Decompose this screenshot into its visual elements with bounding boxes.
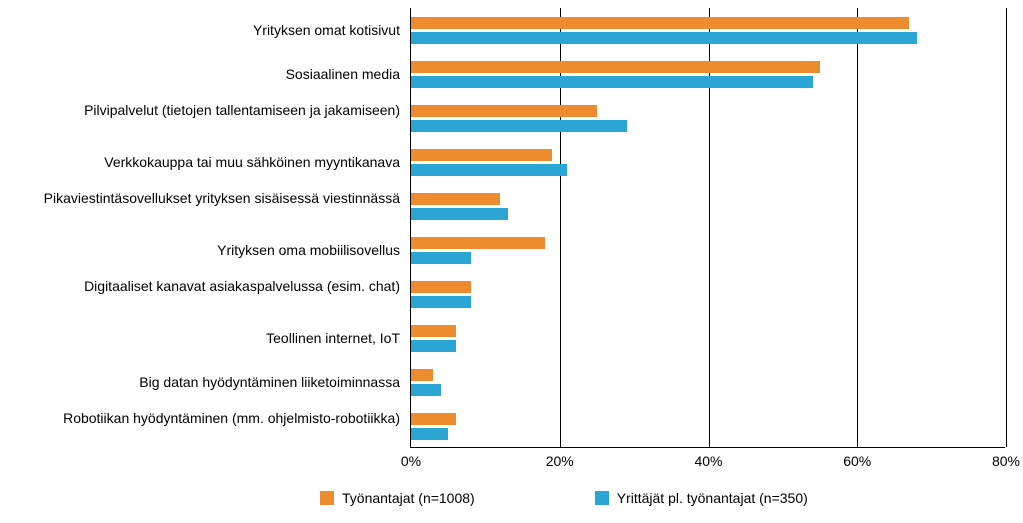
category-label: Teollinen internet, IoT: [0, 330, 400, 346]
category-label: Digitaaliset kanavat asiakaspalvelussa (…: [0, 278, 400, 294]
chart-container: 0%20%40%60%80% Yrityksen omat kotisivutS…: [0, 0, 1023, 523]
bar-series-a: [411, 17, 909, 29]
bar-series-a: [411, 105, 597, 117]
category-label: Big datan hyödyntäminen liiketoiminnassa: [0, 374, 400, 390]
gridline: [560, 8, 561, 447]
legend-label: Yrittäjät pl. työnantajat (n=350): [617, 490, 808, 506]
category-label: Yrityksen omat kotisivut: [0, 22, 400, 38]
bar-series-b: [411, 164, 567, 176]
bar-series-b: [411, 120, 627, 132]
bar-series-b: [411, 252, 471, 264]
category-label: Robotiikan hyödyntäminen (mm. ohjelmisto…: [0, 410, 400, 426]
bar-series-a: [411, 325, 456, 337]
bar-series-b: [411, 32, 917, 44]
gridline: [1006, 8, 1007, 447]
category-label: Yrityksen oma mobiilisovellus: [0, 242, 400, 258]
bar-series-b: [411, 384, 441, 396]
legend-swatch: [595, 491, 609, 505]
x-tick-label: 60%: [843, 447, 871, 469]
bar-series-a: [411, 193, 500, 205]
category-label: Verkkokauppa tai muu sähköinen myyntikan…: [0, 154, 400, 170]
bar-series-b: [411, 428, 448, 440]
x-tick-label: 40%: [694, 447, 722, 469]
bar-series-a: [411, 281, 471, 293]
category-label: Pilvipalvelut (tietojen tallentamiseen j…: [0, 102, 400, 118]
category-label: Pikaviestintäsovellukset yrityksen sisäi…: [0, 190, 400, 206]
bar-series-a: [411, 61, 820, 73]
legend-swatch: [320, 491, 334, 505]
bar-series-b: [411, 296, 471, 308]
legend-item: Yrittäjät pl. työnantajat (n=350): [595, 490, 808, 506]
x-tick-label: 0%: [401, 447, 421, 469]
legend-label: Työnantajat (n=1008): [342, 490, 475, 506]
legend: Työnantajat (n=1008) Yrittäjät pl. työnan…: [320, 490, 808, 506]
legend-item: Työnantajat (n=1008): [320, 490, 475, 506]
plot-area: 0%20%40%60%80%: [410, 8, 1005, 448]
x-tick-label: 20%: [546, 447, 574, 469]
bar-series-a: [411, 237, 545, 249]
x-tick-label: 80%: [992, 447, 1020, 469]
bar-series-a: [411, 413, 456, 425]
category-label: Sosiaalinen media: [0, 66, 400, 82]
gridline: [857, 8, 858, 447]
bar-series-b: [411, 76, 813, 88]
bar-series-a: [411, 369, 433, 381]
bar-series-a: [411, 149, 552, 161]
gridline: [709, 8, 710, 447]
bar-series-b: [411, 208, 508, 220]
bar-series-b: [411, 340, 456, 352]
